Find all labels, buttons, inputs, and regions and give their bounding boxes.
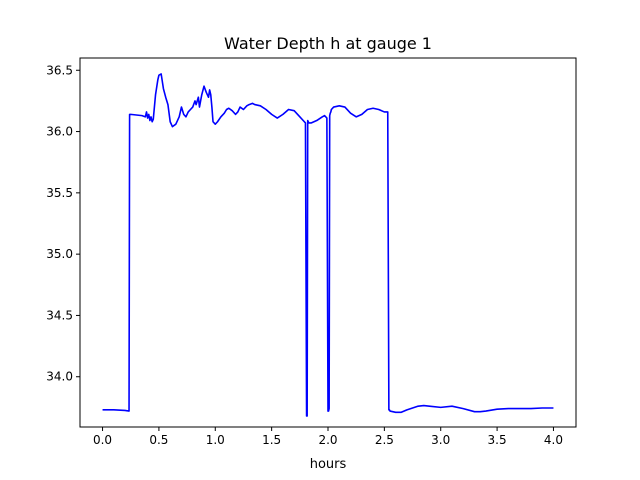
y-tick-label: 35.0 bbox=[46, 247, 73, 261]
y-tick-label: 34.0 bbox=[46, 370, 73, 384]
x-tick-label: 0.0 bbox=[93, 433, 112, 447]
series-line-1 bbox=[102, 73, 554, 417]
x-tick-label: 1.0 bbox=[206, 433, 225, 447]
x-tick-label: 2.5 bbox=[375, 433, 394, 447]
x-tick-label: 2.0 bbox=[318, 433, 337, 447]
x-tick-label: 3.0 bbox=[431, 433, 450, 447]
x-axis-label: hours bbox=[310, 457, 347, 472]
plot-area: 0.0 0.5 1.0 1.5 2.0 2.5 3.0 3.5 4.0 34.0 34.5 35.0 3… bbox=[46, 57, 577, 447]
chart-title: Water Depth h at gauge 1 bbox=[224, 34, 432, 53]
y-tick-label: 35.5 bbox=[46, 186, 73, 200]
y-tick-label: 36.5 bbox=[46, 63, 73, 77]
y-tick-label: 36.0 bbox=[46, 125, 73, 139]
y-tick-label: 34.5 bbox=[46, 308, 73, 322]
x-tick-label: 3.5 bbox=[488, 433, 507, 447]
x-tick-label: 4.0 bbox=[544, 433, 563, 447]
x-tick-label: 1.5 bbox=[262, 433, 281, 447]
x-tick-label: 0.5 bbox=[149, 433, 168, 447]
